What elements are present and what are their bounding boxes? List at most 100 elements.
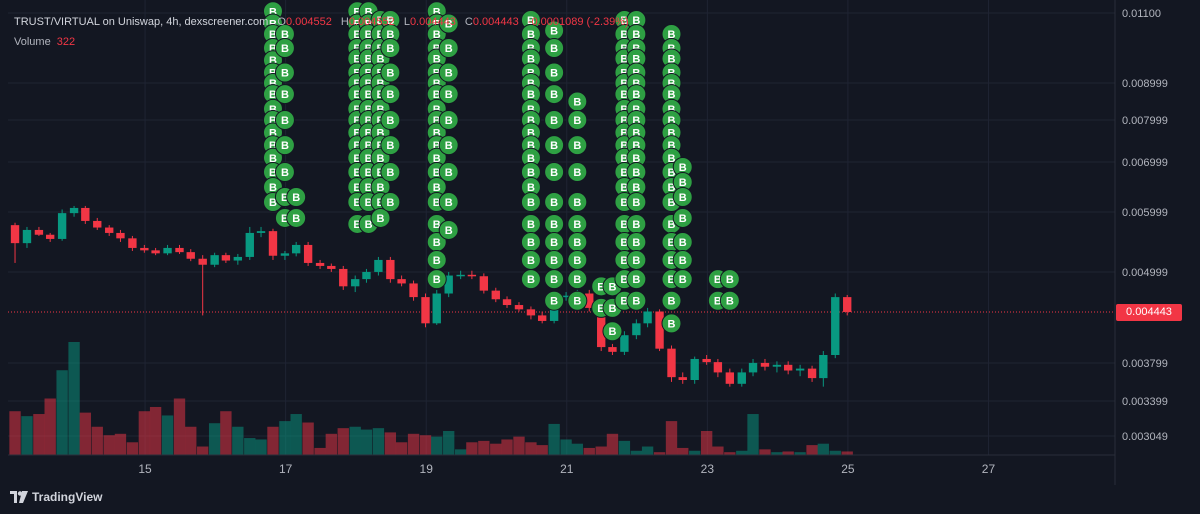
buy-marker[interactable]: B <box>544 290 565 311</box>
legend-volume-label[interactable]: Volume <box>14 36 51 48</box>
legend-symbol[interactable]: TRUST/VIRTUAL on Uniswap, 4h, dexscreene… <box>14 16 269 28</box>
buy-marker[interactable]: B <box>520 176 541 197</box>
buy-marker[interactable]: B <box>567 91 588 112</box>
volume-bar <box>56 370 68 455</box>
candle <box>831 293 840 359</box>
buy-marker[interactable]: B <box>380 9 401 30</box>
candle-body <box>198 258 207 265</box>
buy-marker[interactable]: B <box>567 290 588 311</box>
buy-marker[interactable]: B <box>567 161 588 182</box>
buy-marker-label: B <box>668 296 676 308</box>
buy-marker[interactable]: B <box>626 23 647 44</box>
buy-marker[interactable]: B <box>544 109 565 130</box>
buy-marker[interactable]: B <box>438 37 459 58</box>
buy-marker[interactable]: B <box>672 186 693 207</box>
buy-marker[interactable]: B <box>380 37 401 58</box>
buy-marker[interactable]: B <box>567 191 588 212</box>
buy-marker[interactable]: B <box>286 207 307 228</box>
buy-marker[interactable]: B <box>438 13 459 34</box>
buy-marker[interactable]: B <box>567 135 588 156</box>
x-axis[interactable]: 15 17 19 21 23 25 27 <box>138 462 995 476</box>
buy-marker[interactable]: B <box>438 191 459 212</box>
buy-marker[interactable]: B <box>370 207 391 228</box>
buy-marker[interactable]: B <box>544 191 565 212</box>
buy-marker[interactable]: B <box>274 84 295 105</box>
buy-marker-label: B <box>620 153 628 165</box>
volume-bar <box>337 428 349 455</box>
buy-marker[interactable]: B <box>661 313 682 334</box>
buy-marker[interactable]: B <box>719 290 740 311</box>
buy-marker[interactable]: B <box>544 62 565 83</box>
buy-marker[interactable]: B <box>438 109 459 130</box>
buy-marker[interactable]: B <box>520 48 541 69</box>
buy-marker[interactable]: B <box>274 62 295 83</box>
y-axis[interactable]: 0.01100 0.008999 0.007999 0.006999 0.005999 0… <box>1122 8 1168 443</box>
buy-marker[interactable]: B <box>567 231 588 252</box>
tradingview-brand[interactable]: TradingView <box>10 490 102 504</box>
buy-marker[interactable]: B <box>626 213 647 234</box>
buy-marker-label: B <box>668 255 676 267</box>
buy-marker[interactable]: B <box>274 135 295 156</box>
buy-marker-label: B <box>281 29 289 41</box>
buy-marker[interactable]: B <box>544 249 565 270</box>
buy-marker[interactable]: B <box>380 23 401 44</box>
buy-marker[interactable]: B <box>274 161 295 182</box>
buy-marker[interactable]: B <box>286 186 307 207</box>
buy-marker[interactable]: B <box>380 135 401 156</box>
buy-marker[interactable]: B <box>567 109 588 130</box>
buy-marker[interactable]: B <box>602 321 623 342</box>
buy-marker[interactable]: B <box>426 176 447 197</box>
buy-marker[interactable]: B <box>380 161 401 182</box>
buy-marker[interactable]: B <box>626 191 647 212</box>
buy-marker[interactable]: B <box>380 62 401 83</box>
buy-marker[interactable]: B <box>274 37 295 58</box>
buy-marker[interactable]: B <box>626 290 647 311</box>
buy-marker[interactable]: B <box>520 23 541 44</box>
buy-marker[interactable]: B <box>520 249 541 270</box>
buy-marker[interactable]: B <box>544 269 565 290</box>
buy-marker[interactable]: B <box>626 269 647 290</box>
buy-marker[interactable]: B <box>544 213 565 234</box>
buy-marker[interactable]: B <box>438 135 459 156</box>
buy-marker[interactable]: B <box>672 207 693 228</box>
buy-marker[interactable]: B <box>426 269 447 290</box>
buy-marker[interactable]: B <box>719 269 740 290</box>
buy-marker[interactable]: B <box>438 161 459 182</box>
buy-marker[interactable]: B <box>426 249 447 270</box>
buy-marker[interactable]: B <box>274 23 295 44</box>
buy-marker[interactable]: B <box>661 290 682 311</box>
buy-marker-label: B <box>632 153 640 165</box>
buy-marker[interactable]: B <box>520 213 541 234</box>
buy-marker[interactable]: B <box>274 109 295 130</box>
buy-marker[interactable]: B <box>544 84 565 105</box>
buy-marker-label: B <box>668 53 676 65</box>
buy-marker[interactable]: B <box>567 249 588 270</box>
buy-marker[interactable]: B <box>672 249 693 270</box>
buy-marker[interactable]: B <box>567 213 588 234</box>
buy-marker-circle <box>274 161 295 182</box>
buy-marker-label: B <box>679 177 687 189</box>
buy-marker[interactable]: B <box>544 161 565 182</box>
buy-marker[interactable]: B <box>380 109 401 130</box>
buy-marker[interactable]: B <box>672 231 693 252</box>
buy-marker[interactable]: B <box>438 62 459 83</box>
buy-marker[interactable]: B <box>567 269 588 290</box>
buy-marker[interactable]: B <box>520 231 541 252</box>
buy-marker[interactable]: B <box>626 231 647 252</box>
buy-marker[interactable]: B <box>520 161 541 182</box>
buy-marker[interactable]: B <box>520 191 541 212</box>
buy-marker[interactable]: B <box>380 191 401 212</box>
buy-marker[interactable]: B <box>672 269 693 290</box>
buy-marker[interactable]: B <box>438 84 459 105</box>
buy-marker[interactable]: B <box>520 269 541 290</box>
buy-marker[interactable]: B <box>544 135 565 156</box>
candle-body <box>374 259 383 272</box>
buy-marker[interactable]: B <box>380 84 401 105</box>
buy-marker[interactable]: B <box>626 84 647 105</box>
buy-marker[interactable]: B <box>544 37 565 58</box>
buy-marker[interactable]: B <box>626 249 647 270</box>
buy-marker[interactable]: B <box>438 219 459 240</box>
buy-marker[interactable]: B <box>544 231 565 252</box>
